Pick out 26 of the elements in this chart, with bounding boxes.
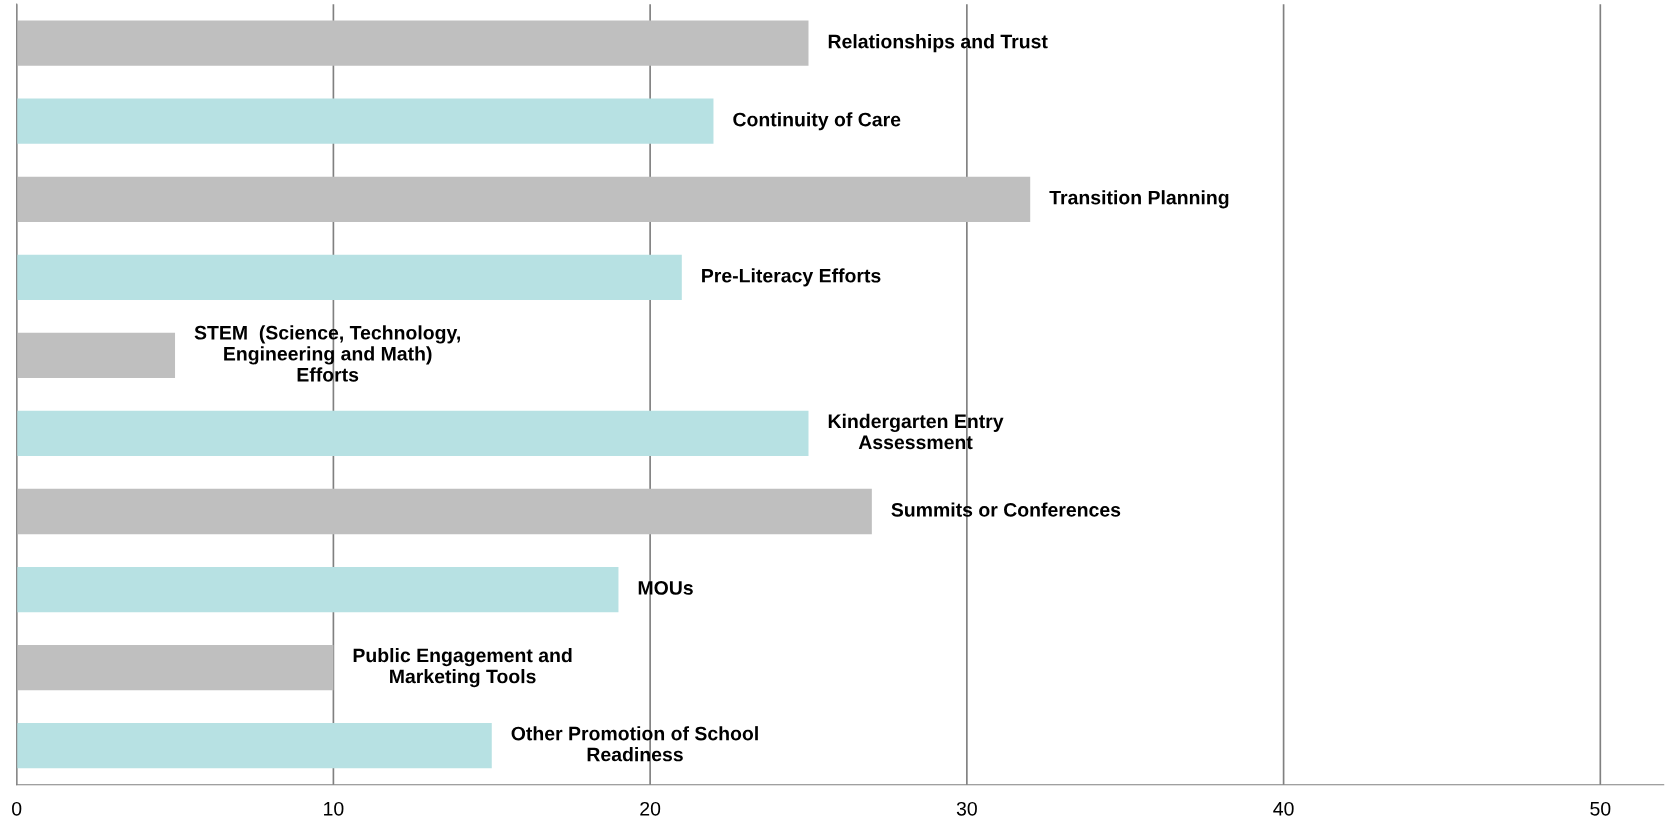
bar <box>16 176 1031 222</box>
bar <box>16 332 176 379</box>
x-tick-label: 50 <box>1590 801 1611 816</box>
x-tick-label: 0 <box>12 801 22 816</box>
y-tick-label: Kindergarten Entry Assessment <box>828 413 1004 450</box>
x-tick-label: 10 <box>324 801 344 816</box>
y-tick-label: Public Engagement and Marketing Tools <box>353 647 572 688</box>
x-tick-label: 30 <box>956 801 977 816</box>
y-tick-label: Summits or Conferences <box>891 502 1121 517</box>
y-tick-label: Continuity of Care <box>733 112 901 131</box>
y-tick-label: Transition Planning <box>1049 190 1229 209</box>
bar <box>16 410 809 457</box>
bar <box>16 254 682 300</box>
x-tick-label: 40 <box>1273 801 1294 816</box>
y-tick-label: Other Promotion of School Readiness <box>511 726 758 762</box>
y-tick-label: STEM (Science, Technology, Engineering and Math) Efforts <box>194 325 460 382</box>
bar <box>16 20 809 66</box>
y-tick-label: MOUs <box>638 581 693 595</box>
bar <box>16 488 872 535</box>
bar <box>16 566 619 613</box>
y-tick-label: Pre-Literacy Efforts <box>702 268 881 287</box>
bar <box>16 98 714 144</box>
bar <box>16 723 492 769</box>
x-tick-label: 20 <box>640 801 661 816</box>
y-tick-label: Relationships and Trust <box>828 34 1048 53</box>
bar <box>16 644 334 691</box>
